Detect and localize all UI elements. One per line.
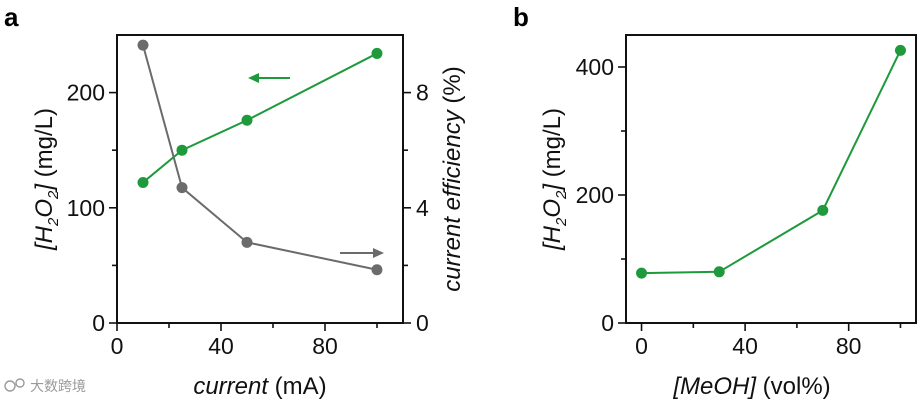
panel-a-ticks: 0 40 80 0 100 200 0 4 8 bbox=[67, 80, 429, 359]
panel-a-point-efficiency bbox=[137, 39, 149, 51]
panel-b-x-tick-label: 0 bbox=[635, 333, 648, 359]
panel-a-right-y-tick-label: 8 bbox=[416, 80, 429, 106]
panel-a-right-y-tick-label: 4 bbox=[416, 195, 429, 221]
panel-a-x-tick-label: 40 bbox=[208, 333, 234, 359]
panel-a-points bbox=[137, 39, 383, 276]
panel-a-x-tick-label: 80 bbox=[312, 333, 338, 359]
panel-b-x-label: [MeOH] (vol%) bbox=[672, 373, 830, 400]
panel-a-left-y-label: [H2O2] (mg/L) bbox=[31, 108, 62, 251]
watermark: 大数跨境 bbox=[4, 378, 86, 395]
panel-a: a 0 40 80 0 100 200 0 4 8 [H2O2] (mg/L) current … bbox=[4, 2, 466, 400]
panel-a-axes-frame bbox=[116, 34, 404, 324]
watermark-text: 大数跨境 bbox=[30, 379, 86, 395]
panel-a-right-y-label: current efficiency (%) bbox=[439, 66, 466, 291]
panel-b-axes-frame bbox=[625, 34, 917, 324]
panel-a-point-efficiency bbox=[241, 236, 253, 248]
green-left-arrow-icon bbox=[248, 73, 290, 83]
panel-b-x-tick-label: 40 bbox=[732, 333, 758, 359]
panel-b-series-line-h2o2 bbox=[641, 49, 902, 275]
panel-a-point-h2o2 bbox=[241, 114, 253, 126]
panel-a-point-efficiency bbox=[371, 264, 383, 276]
gray-right-arrow-icon bbox=[340, 248, 384, 258]
panel-a-right-y-tick-label: 0 bbox=[416, 310, 429, 336]
panel-a-point-h2o2 bbox=[137, 176, 149, 188]
watermark-logo-icon-2 bbox=[15, 378, 25, 388]
panel-b-label: b bbox=[513, 2, 529, 32]
panel-b-x-tick-label: 80 bbox=[836, 333, 862, 359]
panel-b-point-h2o2 bbox=[894, 44, 906, 56]
panel-a-point-h2o2 bbox=[371, 47, 383, 59]
panel-b-y-tick-label: 0 bbox=[601, 310, 614, 336]
panel-a-series-line-efficiency bbox=[142, 44, 378, 271]
panel-a-left-y-tick-label: 0 bbox=[92, 310, 105, 336]
panel-b-y-tick-label: 400 bbox=[576, 54, 614, 80]
panel-a-series-line-h2o2 bbox=[142, 52, 378, 184]
panel-b: b 0 40 80 0 200 400 [H2O2] (mg/L) [MeOH] (vol… bbox=[513, 2, 917, 400]
watermark-logo-icon bbox=[4, 380, 16, 392]
panel-a-label: a bbox=[4, 2, 19, 32]
panel-b-y-label: [H2O2] (mg/L) bbox=[539, 108, 570, 251]
panel-b-points bbox=[636, 44, 906, 279]
panel-b-point-h2o2 bbox=[817, 204, 829, 216]
panel-b-y-tick-label: 200 bbox=[576, 182, 614, 208]
panel-b-point-h2o2 bbox=[636, 267, 648, 279]
panel-a-series-lines bbox=[142, 44, 378, 271]
panel-b-series-lines bbox=[641, 49, 902, 275]
panel-b-ticks: 0 40 80 0 200 400 bbox=[576, 54, 902, 359]
panel-a-left-y-tick-label: 200 bbox=[67, 80, 105, 106]
panel-a-x-label: current (mA) bbox=[193, 373, 326, 400]
panel-a-point-efficiency bbox=[176, 182, 188, 194]
panel-a-left-y-tick-label: 100 bbox=[67, 195, 105, 221]
panel-a-x-tick-label: 0 bbox=[111, 333, 124, 359]
panel-b-point-h2o2 bbox=[713, 266, 725, 278]
panel-a-point-h2o2 bbox=[176, 144, 188, 156]
